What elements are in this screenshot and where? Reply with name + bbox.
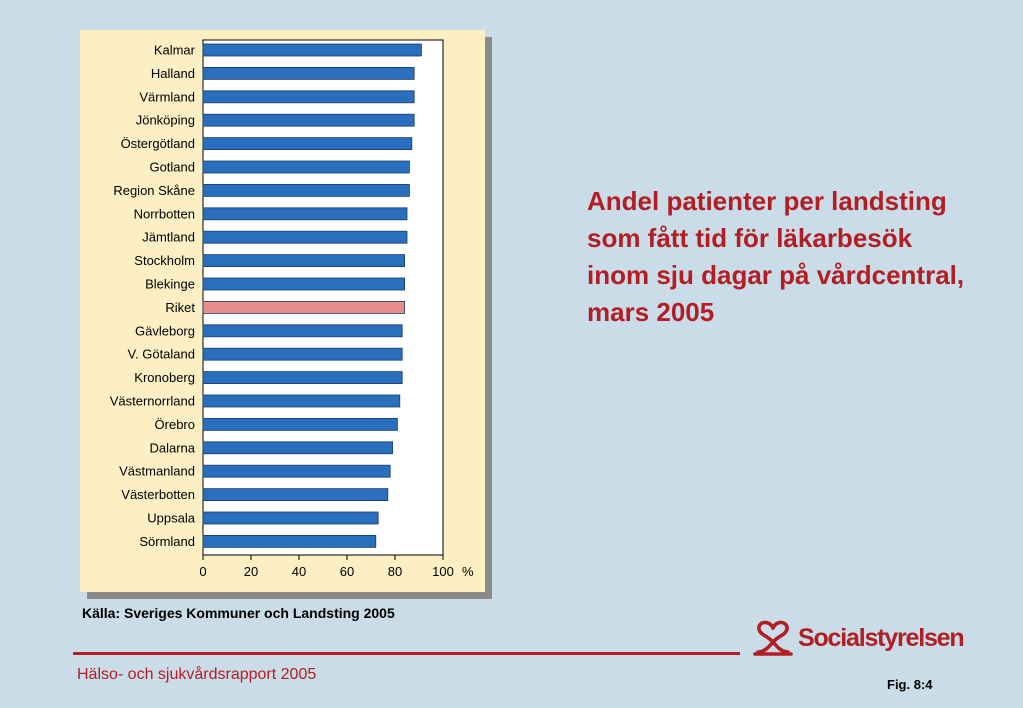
category-label: Halland [151, 66, 195, 81]
category-label: Östergötland [121, 136, 195, 151]
bar-gotland [202, 160, 410, 174]
category-label: Jönköping [136, 113, 195, 128]
bar-östergötland [202, 137, 413, 150]
category-label: Norrbotten [134, 206, 195, 221]
figure-label: Fig. 8:4 [887, 677, 933, 692]
category-label: V. Götaland [128, 347, 195, 362]
brand-name: Socialstyrelsen [798, 623, 965, 652]
bar-halland [202, 67, 415, 80]
x-tick-label: 20 [244, 564, 258, 579]
category-label: Jämtland [142, 230, 195, 245]
category-label: Västernorrland [110, 394, 195, 409]
chart-title: Andel patienter per landsting som fått t… [587, 186, 965, 327]
bar-chart: Kalmar Halland Värmland Jönköping Östergötla… [110, 39, 474, 579]
bar-kalmar [202, 43, 422, 57]
bar-gävleborg [202, 324, 403, 338]
category-label: Region Skåne [113, 183, 195, 198]
bar-västerbotten [202, 488, 389, 502]
category-label: Kronoberg [134, 370, 195, 385]
x-tick-label: 100 [432, 564, 454, 579]
bar-dalarna [202, 441, 394, 455]
report-title: Hälso- och sjukvårdsrapport 2005 [77, 666, 317, 683]
bar-jönköping [202, 113, 415, 127]
category-label: Riket [165, 300, 195, 315]
bar-värmland [202, 90, 415, 104]
footer-divider [73, 652, 740, 655]
bar-jämtland [202, 230, 408, 244]
brand-logo: Socialstyrelsen [752, 618, 965, 658]
bar-västernorrland [202, 394, 401, 408]
x-tick-label: 80 [388, 564, 402, 579]
category-label: Gävleborg [135, 323, 195, 338]
source-caption: Källa: Sveriges Kommuner och Landsting 2… [82, 605, 395, 621]
x-tick-label: 60 [340, 564, 354, 579]
bar-stockholm [202, 254, 406, 268]
x-tick-label: 0 [199, 564, 206, 579]
bar-sörmland [202, 534, 377, 548]
bar-riket [202, 300, 406, 314]
category-label: Stockholm [134, 253, 195, 268]
bar-uppsala [202, 511, 379, 525]
bar-kronoberg [202, 371, 403, 385]
category-label: Uppsala [147, 511, 195, 526]
bar-örebro [202, 417, 398, 431]
x-tick-label: 40 [292, 564, 306, 579]
category-label: Kalmar [154, 43, 196, 58]
category-label: Värmland [139, 89, 195, 104]
bar-norrbotten [202, 207, 408, 221]
category-label: Västmanland [119, 464, 195, 479]
category-label: Örebro [155, 417, 195, 432]
bar-v-götaland [202, 347, 403, 361]
category-label: Blekinge [145, 277, 195, 292]
bar-blekinge [202, 277, 406, 291]
category-label: Västerbotten [121, 487, 195, 502]
chart-panel: Kalmar Halland Värmland Jönköping Östergötla… [80, 30, 485, 592]
bar-västmanland [202, 464, 391, 478]
category-label: Sörmland [139, 534, 195, 549]
category-label: Dalarna [149, 440, 195, 455]
x-axis-label: % [462, 564, 474, 579]
bar-region-skåne [202, 183, 410, 197]
socialstyrelsen-logo-icon [753, 620, 793, 656]
category-label: Gotland [149, 160, 195, 175]
